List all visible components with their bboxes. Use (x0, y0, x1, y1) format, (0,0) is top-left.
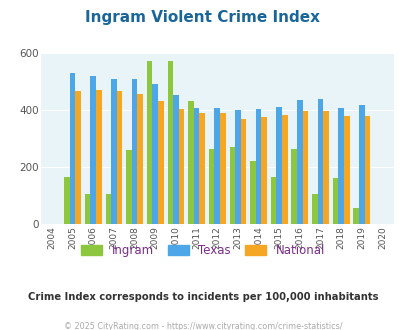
Bar (343, 116, 349, 224)
Bar (261, 117, 266, 224)
Bar (332, 178, 337, 224)
Bar (322, 111, 328, 224)
Bar (116, 91, 122, 224)
Bar (132, 79, 137, 224)
Bar (199, 114, 205, 224)
Bar (317, 99, 322, 224)
Bar (291, 148, 296, 224)
Bar (152, 84, 158, 224)
Bar (270, 177, 276, 224)
Text: Ingram Violent Crime Index: Ingram Violent Crime Index (85, 10, 320, 25)
Bar (90, 76, 96, 224)
Bar (178, 109, 184, 224)
Bar (173, 95, 178, 224)
Bar (208, 148, 214, 224)
Bar (188, 101, 193, 224)
Bar (158, 101, 163, 224)
Bar (137, 94, 143, 224)
Bar (214, 108, 220, 224)
Legend: Ingram, Texas, National: Ingram, Texas, National (76, 239, 329, 261)
Bar (234, 110, 240, 224)
Bar (255, 109, 261, 224)
Bar (337, 108, 343, 224)
Bar (276, 107, 281, 224)
Bar (302, 111, 307, 224)
Bar (240, 119, 245, 224)
Bar (105, 194, 111, 224)
Text: Crime Index corresponds to incidents per 100,000 inhabitants: Crime Index corresponds to incidents per… (28, 292, 377, 302)
Bar (70, 73, 75, 224)
Bar (358, 105, 364, 224)
Bar (111, 79, 116, 224)
Bar (167, 61, 173, 224)
Bar (296, 100, 302, 224)
Bar (249, 161, 255, 224)
Bar (85, 193, 90, 224)
Bar (147, 60, 152, 224)
Bar (64, 177, 70, 224)
Bar (75, 90, 81, 224)
Bar (193, 108, 199, 224)
Text: © 2025 CityRating.com - https://www.cityrating.com/crime-statistics/: © 2025 CityRating.com - https://www.city… (64, 322, 341, 330)
Bar (126, 150, 132, 224)
Bar (281, 115, 287, 224)
Bar (229, 147, 234, 224)
Bar (353, 208, 358, 224)
Bar (364, 116, 369, 224)
Bar (96, 90, 101, 224)
Bar (220, 114, 225, 224)
Bar (311, 193, 317, 224)
